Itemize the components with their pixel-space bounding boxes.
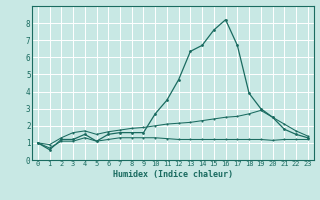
X-axis label: Humidex (Indice chaleur): Humidex (Indice chaleur) xyxy=(113,170,233,179)
